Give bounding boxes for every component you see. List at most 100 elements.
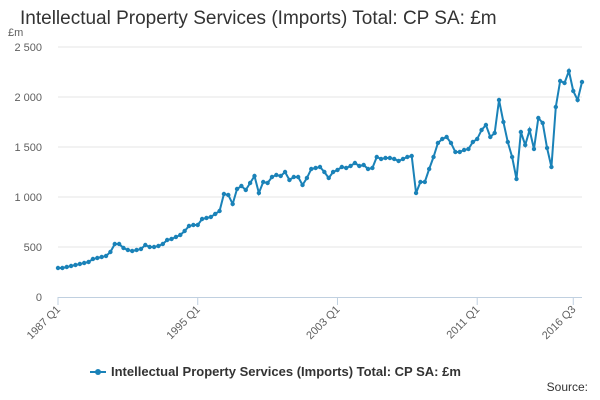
data-point[interactable] bbox=[488, 134, 493, 140]
data-point[interactable] bbox=[243, 187, 248, 193]
data-point[interactable] bbox=[523, 142, 528, 148]
data-point[interactable] bbox=[322, 169, 327, 175]
data-point[interactable] bbox=[143, 242, 148, 248]
data-point[interactable] bbox=[300, 182, 305, 188]
data-point[interactable] bbox=[182, 228, 187, 234]
data-point[interactable] bbox=[444, 134, 449, 140]
data-point[interactable] bbox=[230, 201, 235, 207]
data-point[interactable] bbox=[151, 244, 157, 250]
data-point[interactable] bbox=[287, 177, 292, 183]
data-point[interactable] bbox=[295, 174, 301, 180]
data-point[interactable] bbox=[73, 262, 78, 268]
data-point[interactable] bbox=[440, 136, 445, 142]
data-point[interactable] bbox=[352, 160, 358, 166]
data-point[interactable] bbox=[387, 155, 393, 161]
data-point[interactable] bbox=[160, 241, 165, 247]
data-point[interactable] bbox=[269, 174, 275, 180]
data-point[interactable] bbox=[278, 173, 283, 179]
data-point[interactable] bbox=[125, 247, 131, 253]
data-point[interactable] bbox=[55, 265, 61, 271]
data-point[interactable] bbox=[138, 246, 144, 252]
data-point[interactable] bbox=[527, 127, 532, 133]
data-point[interactable] bbox=[426, 166, 432, 172]
data-point[interactable] bbox=[108, 249, 113, 255]
data-point[interactable] bbox=[396, 158, 401, 164]
data-point[interactable] bbox=[164, 237, 170, 243]
data-point[interactable] bbox=[86, 259, 91, 265]
data-point[interactable] bbox=[453, 149, 458, 155]
data-point[interactable] bbox=[413, 190, 419, 196]
legend[interactable]: Intellectual Property Services (Imports)… bbox=[90, 364, 461, 379]
data-point[interactable] bbox=[492, 130, 497, 136]
data-point[interactable] bbox=[339, 164, 345, 170]
data-point[interactable] bbox=[505, 139, 510, 145]
data-point[interactable] bbox=[317, 164, 323, 170]
data-point[interactable] bbox=[130, 248, 135, 254]
data-point[interactable] bbox=[579, 79, 585, 85]
data-point[interactable] bbox=[221, 191, 227, 197]
data-point[interactable] bbox=[431, 154, 436, 160]
data-point[interactable] bbox=[274, 172, 279, 178]
data-point[interactable] bbox=[531, 146, 537, 152]
data-point[interactable] bbox=[247, 180, 253, 186]
data-point[interactable] bbox=[217, 208, 222, 214]
data-point[interactable] bbox=[134, 247, 139, 253]
data-point[interactable] bbox=[330, 169, 336, 175]
data-point[interactable] bbox=[121, 245, 126, 251]
data-point[interactable] bbox=[553, 104, 558, 110]
data-point[interactable] bbox=[335, 167, 340, 173]
data-point[interactable] bbox=[234, 186, 240, 192]
data-point[interactable] bbox=[540, 120, 545, 126]
data-point[interactable] bbox=[422, 179, 427, 185]
data-point[interactable] bbox=[313, 165, 318, 171]
data-point[interactable] bbox=[496, 97, 502, 103]
data-point[interactable] bbox=[409, 153, 414, 159]
data-point[interactable] bbox=[383, 155, 388, 161]
data-point[interactable] bbox=[195, 222, 200, 228]
data-point[interactable] bbox=[68, 263, 74, 269]
data-point[interactable] bbox=[479, 127, 484, 133]
data-point[interactable] bbox=[208, 214, 214, 220]
data-point[interactable] bbox=[392, 156, 397, 162]
data-point[interactable] bbox=[575, 97, 580, 103]
data-point[interactable] bbox=[365, 166, 371, 172]
data-point[interactable] bbox=[304, 175, 310, 181]
data-point[interactable] bbox=[405, 154, 410, 160]
data-point[interactable] bbox=[252, 173, 257, 179]
data-point[interactable] bbox=[112, 241, 117, 247]
data-point[interactable] bbox=[265, 180, 270, 186]
data-point[interactable] bbox=[60, 265, 65, 271]
data-point[interactable] bbox=[77, 261, 83, 267]
data-point[interactable] bbox=[571, 88, 576, 94]
data-point[interactable] bbox=[518, 129, 524, 135]
data-point[interactable] bbox=[239, 183, 244, 189]
data-point[interactable] bbox=[374, 154, 379, 160]
data-point[interactable] bbox=[282, 169, 288, 175]
data-point[interactable] bbox=[309, 166, 314, 172]
data-point[interactable] bbox=[435, 140, 441, 146]
data-point[interactable] bbox=[213, 211, 218, 217]
data-point[interactable] bbox=[544, 145, 550, 151]
data-point[interactable] bbox=[173, 234, 179, 240]
data-point[interactable] bbox=[169, 236, 174, 242]
data-point[interactable] bbox=[82, 260, 87, 266]
data-point[interactable] bbox=[361, 162, 366, 168]
data-point[interactable] bbox=[536, 115, 541, 121]
data-point[interactable] bbox=[199, 216, 205, 222]
data-point[interactable] bbox=[470, 139, 476, 145]
data-point[interactable] bbox=[557, 78, 563, 84]
data-point[interactable] bbox=[99, 254, 104, 260]
data-point[interactable] bbox=[378, 156, 384, 162]
data-point[interactable] bbox=[256, 190, 262, 196]
data-point[interactable] bbox=[147, 244, 152, 250]
data-point[interactable] bbox=[103, 253, 109, 259]
data-point[interactable] bbox=[370, 165, 375, 171]
data-point[interactable] bbox=[566, 68, 572, 74]
data-point[interactable] bbox=[483, 122, 489, 128]
data-point[interactable] bbox=[64, 264, 69, 270]
data-point[interactable] bbox=[466, 146, 471, 152]
data-point[interactable] bbox=[562, 80, 567, 86]
data-point[interactable] bbox=[204, 215, 209, 221]
data-point[interactable] bbox=[291, 174, 296, 180]
data-point[interactable] bbox=[156, 243, 161, 249]
